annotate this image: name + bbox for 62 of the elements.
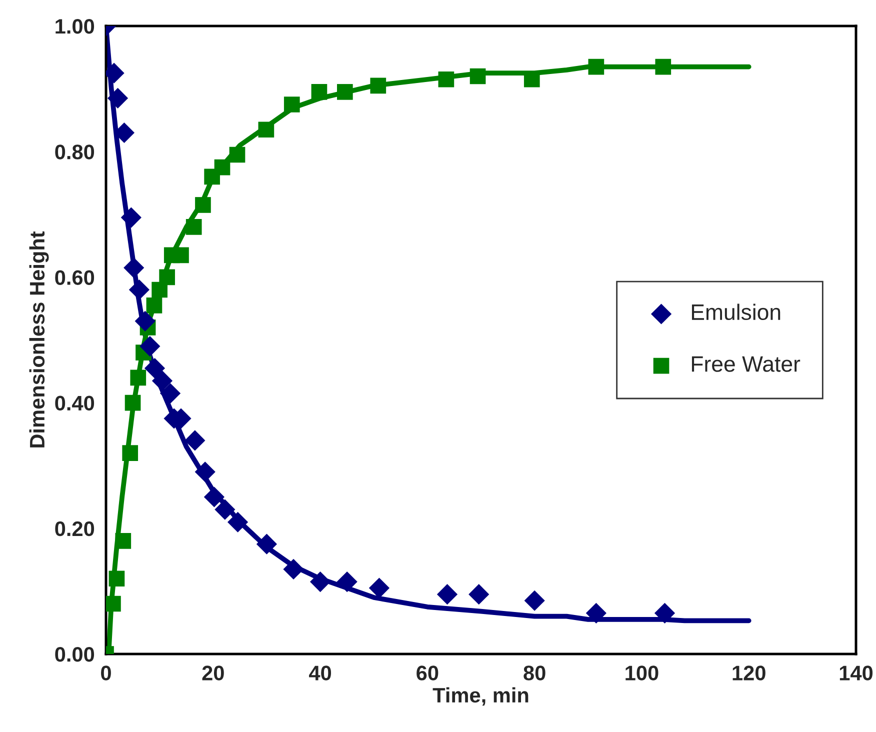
point (311, 84, 328, 100)
point (184, 430, 206, 451)
x-tick-label: 140 (840, 666, 873, 680)
point (655, 58, 672, 75)
point (194, 462, 216, 482)
point (146, 298, 162, 314)
point (124, 257, 144, 278)
point (438, 71, 454, 88)
legend-label: Free Water (692, 356, 800, 372)
x-tick-label: 60 (416, 666, 438, 680)
x-tick-label: 120 (732, 666, 766, 680)
x-axis-title: Time, min (432, 687, 528, 706)
point (654, 602, 676, 624)
point (122, 445, 138, 461)
point (283, 558, 304, 580)
point (370, 78, 386, 94)
point (106, 596, 121, 612)
y-tick-label: 0.40 (55, 396, 94, 411)
point (134, 310, 156, 332)
y-tick-label: 0.00 (55, 647, 94, 662)
y-tick-label: 0.80 (55, 144, 94, 160)
point (186, 219, 202, 235)
point (214, 159, 230, 176)
point (470, 68, 486, 84)
x-tick-label: 80 (524, 666, 546, 680)
point (227, 512, 248, 532)
point (115, 533, 132, 549)
point (159, 269, 175, 286)
point (160, 383, 181, 404)
point (144, 358, 166, 379)
point (124, 394, 141, 411)
point (258, 122, 274, 138)
point (256, 534, 278, 554)
y-tick-label: 1.00 (56, 19, 94, 34)
point (336, 571, 358, 592)
x-tick-label: 100 (626, 666, 658, 680)
point (436, 584, 458, 605)
point (107, 88, 128, 109)
legend-label: Emulsion (692, 304, 780, 320)
point (468, 584, 490, 605)
point (173, 247, 189, 264)
point (284, 96, 300, 112)
x-tick-label: 0 (101, 666, 111, 680)
x-tick-label: 20 (202, 666, 224, 680)
point (524, 590, 545, 611)
point (337, 84, 353, 100)
point (214, 499, 236, 520)
point (229, 146, 246, 163)
point (586, 602, 606, 624)
point (108, 570, 125, 587)
point (130, 370, 146, 386)
point (140, 336, 160, 357)
y-tick-label: 0.20 (55, 521, 94, 536)
point (120, 207, 142, 228)
x-tick-label: 40 (309, 666, 332, 680)
y-axis-title: Dimensionless Height (29, 231, 49, 448)
point (368, 578, 390, 598)
point (204, 486, 225, 508)
point (588, 58, 604, 75)
point (128, 279, 150, 300)
point (195, 197, 211, 213)
y-tick-label: 0.60 (55, 270, 94, 285)
